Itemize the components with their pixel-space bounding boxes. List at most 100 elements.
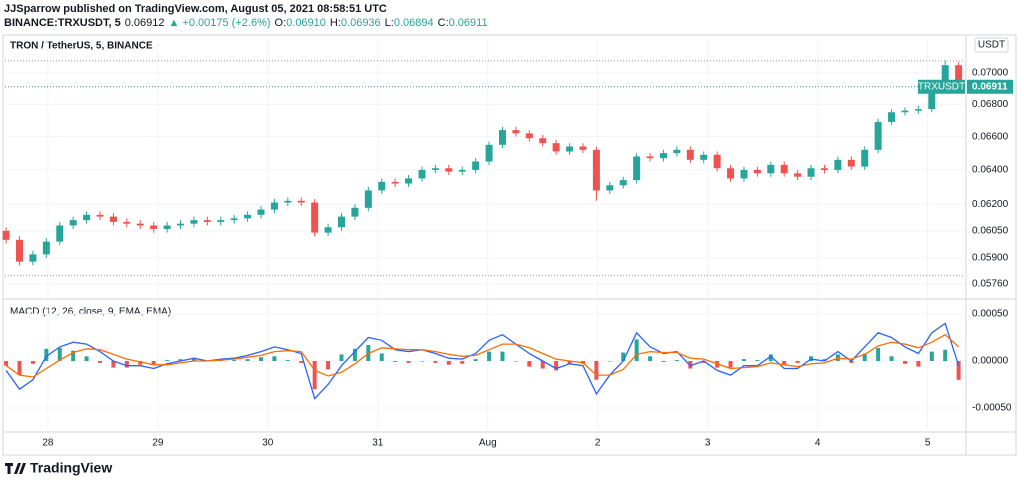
candle-body [431, 168, 439, 170]
y-tick-label: 0.05760 [972, 279, 1009, 290]
candle-body [861, 149, 869, 167]
candle-body [646, 156, 654, 159]
histogram-bar [165, 360, 170, 362]
price-label: 0.06911 [972, 81, 1008, 92]
candle-body [136, 223, 144, 226]
candle-body [190, 220, 198, 224]
histogram-bar [701, 361, 706, 363]
candle-body [405, 178, 413, 184]
candle-body [955, 65, 963, 87]
candle-body [767, 164, 775, 174]
chart-title: TRON / TetherUS, 5, BINANCE [10, 41, 153, 52]
histogram-bar [111, 361, 116, 368]
candle-body [552, 143, 560, 152]
histogram-bar [648, 356, 653, 362]
candle-body [69, 220, 77, 226]
histogram-bar [567, 361, 572, 364]
histogram-bar [57, 347, 62, 362]
histogram-bar [151, 361, 156, 365]
candle-body [928, 83, 936, 110]
candle-body [445, 168, 453, 172]
histogram-bar [232, 360, 237, 362]
histogram-bar [285, 360, 290, 362]
candle-body [820, 168, 828, 170]
histogram-bar [84, 356, 89, 362]
y-tick-label: 0.07000 [972, 68, 1009, 79]
ohlc-key: O: [274, 17, 287, 29]
histogram-bar [500, 351, 505, 362]
ohlc-key: C: [437, 17, 449, 29]
ohlc-value: 0.06910 [286, 17, 326, 29]
x-tick-label: 31 [372, 438, 384, 449]
histogram-bar [554, 361, 559, 371]
logo-icon [5, 463, 26, 474]
candle-body [311, 202, 319, 233]
ohlc-key: H: [329, 17, 341, 29]
histogram-bar [607, 361, 612, 362]
currency-label: USDT [978, 40, 1005, 51]
histogram-bar [71, 350, 76, 362]
x-tick-label: 4 [815, 438, 821, 449]
x-tick-label: 29 [152, 438, 164, 449]
candle-body [713, 154, 721, 169]
histogram-bar [661, 361, 666, 362]
candle-body [351, 207, 359, 217]
candle-body [794, 173, 802, 177]
candle-body [525, 133, 533, 139]
histogram-bar [822, 359, 827, 362]
candle-body [337, 216, 345, 228]
candle-body [16, 239, 24, 262]
candle-body [391, 181, 399, 184]
chart-frame [2, 34, 1017, 456]
histogram-bar [540, 361, 545, 369]
histogram-bar [312, 361, 317, 390]
logo-text: TradingView [30, 460, 112, 476]
histogram-bar [44, 348, 49, 362]
histogram-bar [916, 361, 921, 367]
histogram-bar [487, 351, 492, 362]
candle-body [42, 241, 50, 255]
histogram-bar [433, 361, 438, 363]
change: ▲ +0.00175 (+2.6%) [168, 17, 271, 29]
y-tick-label: 0.06800 [972, 99, 1009, 110]
candle-body [592, 149, 600, 191]
candle-body [109, 216, 117, 222]
ohlc-value: 0.06911 [448, 17, 488, 29]
histogram-bar [124, 361, 129, 368]
candle-body [740, 169, 748, 179]
candle-body [498, 130, 506, 145]
y-tick-label: 0.06400 [972, 165, 1009, 176]
candle-body [914, 109, 922, 111]
candle-body [633, 156, 641, 181]
indicator-title: MACD (12, 26, close, 9, EMA, EMA) [10, 307, 171, 318]
y-tick-label: 0.06200 [972, 199, 1009, 210]
histogram-bar [178, 359, 183, 362]
candle-body [230, 218, 238, 221]
candle-body [123, 221, 131, 224]
histogram-bar [621, 352, 626, 362]
symbol: BINANCE:TRXUSDT, 5 [4, 17, 121, 29]
histogram-bar [674, 360, 679, 362]
symbol-badge [918, 79, 965, 94]
candle-body [284, 200, 292, 203]
histogram-bar [352, 348, 357, 362]
x-tick-label: 2 [595, 438, 601, 449]
histogram-bar [460, 361, 465, 364]
candle-body [566, 146, 574, 152]
candle-body [2, 230, 10, 240]
histogram-bar [446, 361, 451, 365]
publisher: JJSparrow published on TradingView.com, … [4, 3, 387, 15]
histogram-bar [406, 361, 411, 363]
candle-body [619, 180, 627, 186]
histogram-bar [98, 361, 103, 363]
candle-body [472, 161, 480, 170]
histogram-bar [768, 354, 773, 362]
histogram-bar [259, 357, 263, 362]
y-tick-label: 0.00050 [972, 309, 1009, 320]
candle-body [579, 146, 587, 150]
candle-body [485, 144, 493, 162]
histogram-bar [728, 361, 733, 368]
y-tick-label: 0.05900 [972, 253, 1009, 264]
histogram-bar [594, 361, 599, 380]
